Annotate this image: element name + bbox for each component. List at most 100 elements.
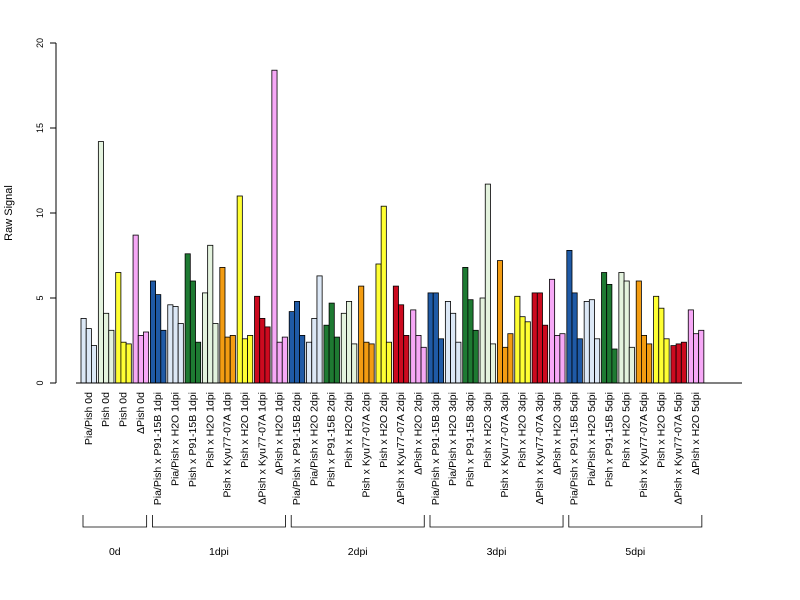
bar xyxy=(618,272,625,384)
bars xyxy=(80,69,705,384)
bar xyxy=(281,336,288,384)
bar xyxy=(583,300,590,384)
bar xyxy=(299,334,306,384)
bar xyxy=(437,338,444,384)
bar xyxy=(380,205,387,384)
bar xyxy=(635,280,642,384)
x-tick-label: Pia/Pish x H2O 5dpi xyxy=(586,392,598,486)
x-tick-label: Pish x Kyu77-07A 3dpi xyxy=(499,392,511,498)
x-tick-label: ΔPish 0d xyxy=(135,392,147,434)
bar xyxy=(403,334,410,384)
bar xyxy=(594,338,601,384)
x-tick-label: Pish x H2O 5dpi xyxy=(655,392,667,468)
x-tick-label: Pish x P91-15B 2dpi xyxy=(326,392,338,487)
y-tick-label: 20 xyxy=(35,38,45,48)
bar xyxy=(484,183,491,384)
bar xyxy=(358,285,365,384)
bar xyxy=(663,338,670,384)
x-tick-label: Pia/Pish x H2O 2dpi xyxy=(308,392,320,486)
x-tick-label: Pia/Pish x P91-15B 2dpi xyxy=(291,392,303,505)
bar xyxy=(241,338,248,384)
bar xyxy=(467,299,474,384)
bar xyxy=(375,263,382,384)
bar xyxy=(351,343,358,384)
x-tick-label: Pish x H2O 2dpi xyxy=(378,392,390,468)
timepoint-bracket xyxy=(82,515,148,528)
x-tick-label: ΔPish x Kyu77-07A 3dpi xyxy=(534,392,546,505)
x-tick-label: Pish x P91-15B 3dpi xyxy=(465,392,477,487)
bar xyxy=(177,323,184,384)
bar xyxy=(108,329,115,384)
bar xyxy=(224,336,231,384)
bar xyxy=(247,334,254,384)
timepoint-label: 0d xyxy=(109,546,121,558)
bar xyxy=(559,333,566,384)
bar xyxy=(229,334,236,384)
bar xyxy=(646,343,653,384)
bar xyxy=(323,324,330,384)
x-tick-label: ΔPish x Kyu77-07A 1dpi xyxy=(256,392,268,505)
bar xyxy=(311,317,318,384)
bar xyxy=(212,323,219,384)
bar xyxy=(675,343,682,384)
bar xyxy=(155,294,162,384)
timepoint-label: 3dpi xyxy=(487,546,507,558)
bar xyxy=(519,316,526,384)
bar xyxy=(125,343,132,384)
bar xyxy=(195,341,202,384)
bar xyxy=(542,324,549,384)
timepoint-label: 5dpi xyxy=(625,546,645,558)
x-tick-label: Pia/Pish x P91-15B 3dpi xyxy=(430,392,442,505)
bar xyxy=(328,302,335,384)
x-tick-labels: Pia/Pish 0d Pish 0d Pish 0d ΔPish 0d Pia/Pis… xyxy=(83,392,702,505)
x-tick-label: Pish x P91-15B 1dpi xyxy=(187,392,199,487)
bar xyxy=(623,280,630,384)
bar xyxy=(333,336,340,384)
y-tick-label: 5 xyxy=(35,295,45,300)
bar xyxy=(207,244,214,384)
bar xyxy=(202,292,209,384)
x-tick-label: Pia/Pish x H2O 3dpi xyxy=(447,392,459,486)
bar xyxy=(576,338,583,384)
bar xyxy=(611,348,618,384)
x-tick-label: ΔPish x Kyu77-07A 5dpi xyxy=(673,392,685,505)
y-axis-title: Raw Signal xyxy=(3,185,15,241)
bar xyxy=(444,300,451,384)
bar xyxy=(507,333,514,384)
x-tick-label: Pia/Pish 0d xyxy=(83,392,95,445)
bar xyxy=(340,312,347,384)
bar xyxy=(276,341,283,384)
x-tick-label: ΔPish x H2O 5dpi xyxy=(690,392,702,475)
bar xyxy=(658,307,665,384)
x-tick-label: Pish x H2O 5dpi xyxy=(621,392,633,468)
bar xyxy=(653,295,660,384)
bar xyxy=(514,295,521,384)
bar xyxy=(392,285,399,384)
timepoint-label: 2dpi xyxy=(348,546,368,558)
bar xyxy=(132,234,139,384)
x-tick-label: Pish x H2O 3dpi xyxy=(517,392,529,468)
bar xyxy=(554,334,561,384)
bar xyxy=(306,341,313,384)
bar xyxy=(566,249,573,384)
x-tick-label: Pia/Pish x P91-15B 1dpi xyxy=(152,392,164,505)
bar xyxy=(472,329,479,384)
bar xyxy=(264,326,271,384)
bar xyxy=(80,317,87,384)
x-tick-label: Pish 0d xyxy=(100,392,112,427)
bar xyxy=(143,331,150,384)
bar xyxy=(415,334,422,384)
x-tick-label: Pia/Pish x P91-15B 5dpi xyxy=(569,392,581,505)
timepoint-bracket xyxy=(152,515,286,528)
bar xyxy=(536,292,543,384)
x-tick-label: Pish x H2O 1dpi xyxy=(204,392,216,468)
bar xyxy=(385,341,392,384)
x-tick-label: ΔPish x H2O 2dpi xyxy=(412,392,424,475)
y-axis: 0 5 10 15 20 xyxy=(35,38,57,386)
bar xyxy=(524,321,531,384)
bar xyxy=(167,304,174,384)
bar xyxy=(601,272,608,384)
x-tick-label: Pish x Kyu77-07A 2dpi xyxy=(360,392,372,498)
bar xyxy=(259,317,266,384)
